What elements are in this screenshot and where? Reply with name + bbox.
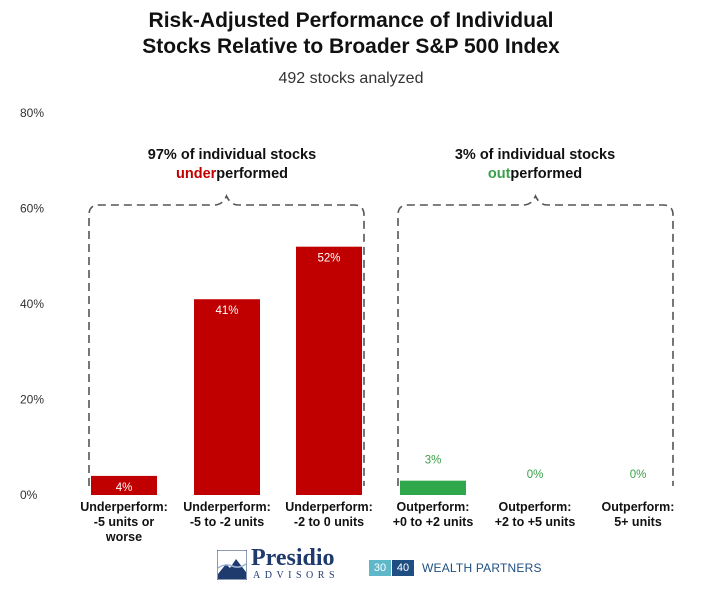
annotation-out-line-2: outperformed (399, 165, 671, 184)
logo-box-40: 40 (392, 560, 414, 576)
x-tick-label: Outperform: +0 to +2 units (381, 500, 485, 530)
x-tick-label-line: +0 to +2 units (392, 515, 474, 529)
chart-title: Risk-Adjusted Performance of Individual … (0, 8, 702, 60)
logo-box-30: 30 (369, 560, 391, 576)
annotation-bracket (397, 194, 674, 486)
annotation-out-line-1: 3% of individual stocks (454, 147, 616, 163)
presidio-subtitle: ADVISORS (253, 570, 340, 581)
mountain-icon (217, 550, 247, 580)
bar (91, 475, 157, 495)
x-tick-label-line: Underperform: (285, 500, 373, 514)
data-label: 4% (116, 482, 133, 494)
y-tick-label: 0% (20, 488, 38, 502)
annotation-outperformed: 3% of individual stocks outperformed (399, 146, 671, 184)
x-tick-label: Underperform: -5 units or worse (72, 500, 176, 545)
chart-subtitle: 492 stocks analyzed (278, 70, 424, 87)
x-tick-label-line: 5+ units (614, 515, 662, 529)
x-tick-label-line: -5 units or (93, 515, 155, 529)
annotation-out-highlight: out (487, 166, 511, 182)
x-tick-label-line: -5 to -2 units (189, 515, 265, 529)
data-label: 0% (630, 469, 647, 481)
chart-title-line-1: Risk-Adjusted Performance of Individual (148, 9, 554, 32)
x-tick-label-line: +2 to +5 units (494, 515, 576, 529)
wealth-partners-text: WEALTH PARTNERS (422, 561, 542, 575)
annotation-out-rest: performed (510, 166, 583, 182)
annotation-under-line-2: underperformed (96, 165, 368, 184)
presidio-name: Presidio (251, 545, 335, 571)
x-tick-label: Underperform: -2 to 0 units (277, 500, 381, 530)
x-tick-label: Outperform: +2 to +5 units (483, 500, 587, 530)
y-tick-label: 40% (20, 297, 44, 311)
annotation-underperformed: 97% of individual stocks underperformed (96, 146, 368, 184)
x-tick-label-line: Outperform: (396, 500, 470, 514)
y-tick-label: 60% (20, 202, 44, 216)
bar (400, 480, 466, 495)
x-tick-label-line: Underperform: (80, 500, 168, 514)
annotation-under-line-1: 97% of individual stocks (147, 147, 317, 163)
chart-title-line-2: Stocks Relative to Broader S&P 500 Index (142, 35, 560, 58)
x-tick-label-line: Underperform: (183, 500, 271, 514)
x-tick-label: Underperform: -5 to -2 units (175, 500, 279, 530)
x-tick-label-line: worse (105, 530, 143, 544)
data-label: 52% (317, 253, 340, 265)
annotation-under-highlight: under (176, 166, 217, 182)
x-tick-label-line: -2 to 0 units (293, 515, 365, 529)
annotation-under-rest: performed (216, 166, 288, 182)
annotation-bracket (88, 194, 365, 486)
y-tick-label: 80% (20, 106, 44, 120)
data-label: 0% (527, 469, 544, 481)
x-tick-label-line: Outperform: (498, 500, 572, 514)
bar (194, 299, 260, 495)
y-tick-label: 20% (20, 393, 44, 407)
bar (296, 246, 362, 495)
x-tick-label-line: Outperform: (601, 500, 675, 514)
x-tick-label: Outperform: 5+ units (586, 500, 690, 530)
data-label: 3% (425, 455, 442, 467)
data-label: 41% (215, 305, 238, 317)
